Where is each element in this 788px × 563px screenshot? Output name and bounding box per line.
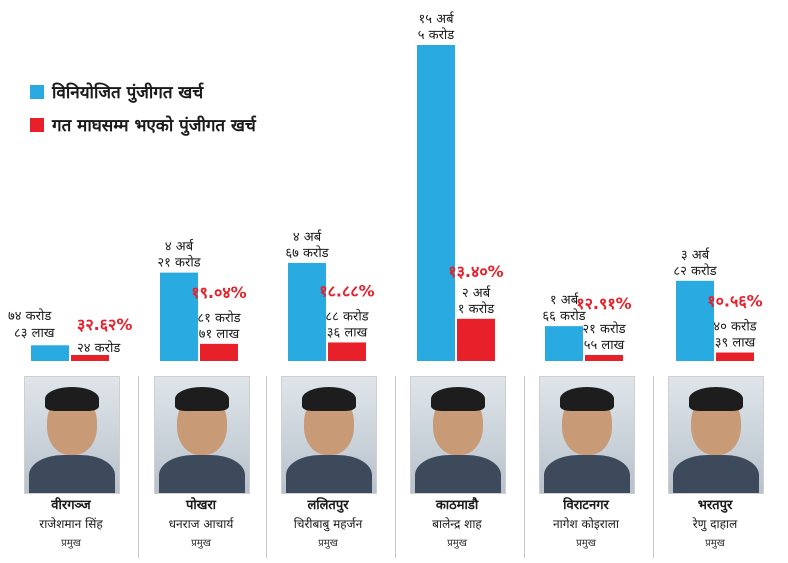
legend-label-spent: गत माघसम्म भएको पुंजीगत खर्च [52,116,256,136]
portrait-biratnagar [539,376,635,494]
city-name: काठमाडौ [435,498,479,513]
legend-label-allocated: विनियोजित पुंजीगत खर्च [52,83,204,103]
value-label-spent: २४ करोड [77,340,121,356]
value-label-spent: ४० करोड [713,319,757,335]
bar-spent [457,318,495,361]
mayor-role: प्रमुख [576,538,596,549]
percent-label: १८.८८% [319,281,374,300]
value-label-allocated: ६६ करोड [542,308,586,324]
value-label-spent: ८१ करोड [197,310,241,326]
value-label-allocated: ५ करोड [418,27,456,43]
portrait-pokhara [154,376,250,494]
value-label-spent: ५५ लाख [584,338,625,353]
value-label-allocated: ३ अर्ब [681,247,710,263]
value-label-spent: ७१ लाख [199,327,240,342]
bar-allocated [288,262,326,361]
bar-allocated [545,326,583,361]
legend-spent: गत माघसम्म भएको पुंजीगत खर्च [30,113,256,136]
value-label-allocated: १ अर्ब [550,292,579,308]
mayor-name: धनराज आचार्य [168,517,234,531]
mayor-name: चिरीबाबु महर्जन [293,517,363,531]
column-divider [395,376,396,558]
city-name: विराटनगर [563,498,609,513]
value-label-spent: ३६ लाख [327,325,368,340]
value-label-spent: १ करोड [458,301,496,317]
value-label-spent: २१ करोड [582,321,626,337]
mayor-role: प्रमुख [318,538,338,549]
mayor-role: प्रमुख [61,538,81,549]
bar-allocated [676,280,714,361]
percent-label: १३.४०% [448,262,503,281]
value-label-spent: ८८ करोड [325,308,369,324]
mayor-name: नागेश कोइराला [553,517,619,531]
city-name: वीरगञ्ज [51,498,91,513]
bar-spent [328,342,366,361]
portrait-birgunj [24,376,120,494]
value-label-spent: ३९ लाख [715,336,756,351]
column-divider [266,376,267,558]
bar-spent [71,355,109,361]
mayor-role: प्रमुख [447,538,467,549]
city-name: पोखरा [185,498,217,513]
portrait-kathmandu [410,376,506,494]
mayor-name: रेणु दाहाल [692,517,738,531]
value-label-allocated: ७४ करोड [8,308,52,324]
bar-chart: ७४ करोड८३ लाख२४ करोड३२.६२%२१ करोड४ अर्ब७… [8,11,763,361]
mayor-role: प्रमुख [191,538,211,549]
legend-swatch-allocated [30,84,44,99]
value-label-allocated: २१ करोड [157,255,201,271]
value-label-allocated: ८३ लाख [14,326,55,341]
bar-spent [585,355,623,361]
percent-label: १९.०४% [191,283,246,302]
value-label-allocated: ४ अर्ब [293,229,322,245]
city-name: ललितपुर [307,498,349,513]
portrait-bharatpur [668,376,764,494]
city-name: भरतपुर [697,498,733,513]
value-label-spent: २ अर्ब [462,285,491,301]
bar-allocated [160,272,198,361]
mayor-name: राजेशमान सिंह [39,517,103,531]
portrait-lalitpur [281,376,377,494]
bar-spent [200,343,238,361]
value-label-allocated: ८२ करोड [673,263,717,279]
value-label-allocated: १५ अर्ब [418,11,454,27]
bar-allocated [417,45,455,361]
percent-label: १२.९१% [576,294,631,313]
value-label-allocated: ४ अर्ब [165,239,194,255]
bar-allocated [31,345,69,361]
column-divider [653,376,654,558]
column-divider [138,376,139,558]
legend-swatch-spent [30,117,44,132]
legend-allocated: विनियोजित पुंजीगत खर्च [30,80,203,103]
bar-spent [716,352,754,361]
column-divider [524,376,525,558]
value-label-allocated: ६७ करोड [285,245,329,261]
percent-label: १०.५६% [707,292,762,311]
percent-label: ३२.६२% [77,315,132,334]
mayor-role: प्रमुख [705,538,725,549]
mayor-name: बालेन्द्र शाह [432,517,482,531]
